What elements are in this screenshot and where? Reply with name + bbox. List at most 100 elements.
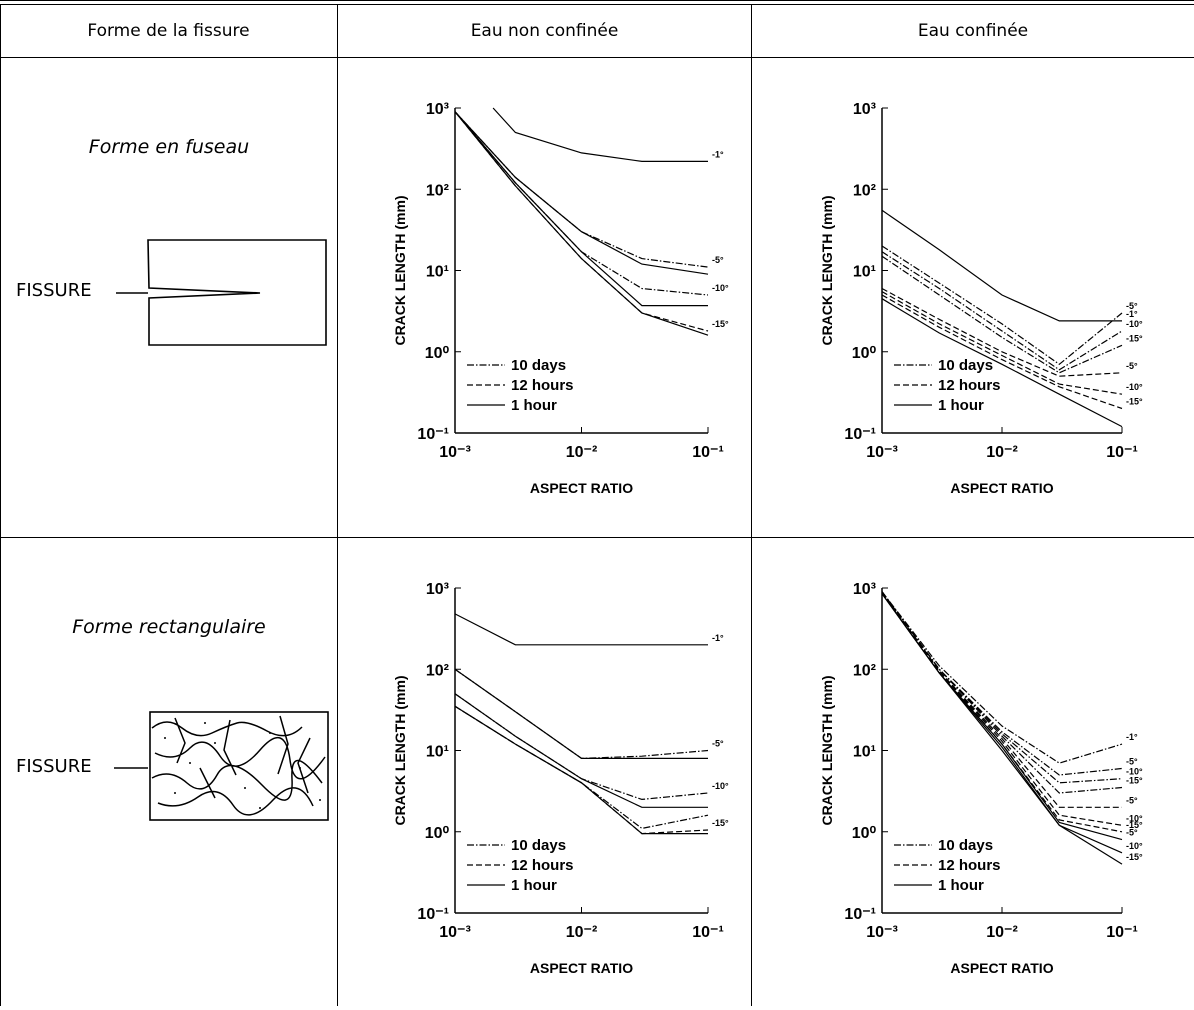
y-tick-label: 10³	[853, 581, 876, 598]
series-line	[881, 255, 1123, 374]
stipple	[164, 722, 321, 809]
y-tick-label: 10⁻¹	[417, 906, 449, 923]
series-line	[881, 591, 1123, 826]
legend-label: 1 hour	[938, 877, 984, 894]
header-text: Eau non confinée	[470, 21, 619, 41]
legend-label: 10 days	[511, 837, 566, 854]
legend-label: 1 hour	[511, 877, 557, 894]
fissure-label: FISSURE	[16, 756, 92, 777]
y-tick-label: 10³	[426, 581, 449, 598]
series-label: -15°	[1126, 333, 1143, 343]
y-tick-label: 10¹	[853, 744, 876, 761]
series-label: -1°	[712, 149, 724, 159]
y-tick-label: 10⁰	[425, 825, 450, 842]
series-line	[454, 111, 709, 332]
x-axis-label: ASPECT RATIO	[530, 960, 633, 976]
header-cell: Eau non confinée	[338, 5, 752, 58]
y-tick-label: 10⁻¹	[844, 426, 876, 443]
rect-drawing	[114, 711, 329, 821]
x-tick-label: 10⁻³	[439, 444, 471, 461]
y-tick-label: 10⁻¹	[844, 906, 876, 923]
spindle-drawing	[116, 239, 327, 346]
series-line	[881, 287, 1123, 377]
legend-label: 10 days	[938, 357, 993, 374]
y-axis-label: CRACK LENGTH (mm)	[392, 675, 408, 825]
series-line	[881, 593, 1123, 854]
series-line	[881, 298, 1123, 428]
top-rule	[0, 0, 1194, 5]
series-label: -10°	[1126, 813, 1143, 823]
series-label: -5°	[1126, 828, 1138, 838]
header-cell: Forme de la fissure	[0, 5, 338, 58]
x-tick-label: 10⁻¹	[692, 444, 724, 461]
y-tick-label: 10²	[853, 662, 876, 679]
y-tick-label: 10¹	[853, 264, 876, 281]
series-label: -5°	[1126, 361, 1138, 371]
series-label: -5°	[1126, 795, 1138, 805]
series-line	[881, 209, 1122, 322]
series-line	[454, 111, 709, 275]
series-line	[454, 111, 709, 336]
series-label: -10°	[1126, 382, 1143, 392]
series-line	[881, 294, 1123, 410]
series-line	[881, 591, 1123, 764]
y-axis-label: CRACK LENGTH (mm)	[392, 195, 408, 345]
chart: 10⁻¹ 10⁰ 10¹ 10² 10³ 10⁻³ 10⁻² 10⁻¹ ASPECT RATIO…	[819, 581, 1143, 976]
fissure-label: FISSURE	[16, 280, 92, 301]
series-line	[881, 593, 1123, 865]
series-label: -1°	[712, 633, 724, 643]
y-axis-label: CRACK LENGTH (mm)	[819, 195, 835, 345]
series-line	[454, 668, 708, 759]
series-line	[454, 111, 708, 307]
series-line	[881, 591, 1122, 808]
y-tick-label: 10³	[853, 101, 876, 118]
chart: 10⁻¹ 10⁰ 10¹ 10² 10³ 10⁻³ 10⁻² 10⁻¹ ASPECT RATIO…	[392, 581, 729, 976]
series-label: -10°	[712, 781, 729, 791]
chart-cell: 10⁻¹ 10⁰ 10¹ 10² 10³ 10⁻³ 10⁻² 10⁻¹ ASPECT RATIO…	[338, 538, 752, 1006]
series-line	[454, 668, 709, 760]
x-tick-label: 10⁻²	[986, 444, 1018, 461]
series-label: -5°	[1126, 757, 1138, 767]
series-line	[454, 705, 709, 830]
y-tick-label: 10⁰	[852, 345, 877, 362]
shape-name: Forme en fuseau	[88, 136, 250, 158]
series-label: -15°	[1126, 852, 1143, 862]
y-tick-label: 10²	[426, 182, 449, 199]
series-line	[454, 705, 708, 835]
y-tick-label: 10¹	[426, 744, 449, 761]
legend-label: 12 hours	[511, 857, 574, 874]
series-label: -10°	[1126, 767, 1143, 777]
series-label: -15°	[712, 818, 729, 828]
series-label: -10°	[1126, 319, 1143, 329]
header-cell: Eau confinée	[752, 5, 1194, 58]
chart-cell: 10⁻¹ 10⁰ 10¹ 10² 10³ 10⁻³ 10⁻² 10⁻¹ ASPECT RATIO…	[752, 58, 1194, 538]
series-label: -5°	[1126, 301, 1138, 311]
y-tick-label: 10⁰	[425, 345, 450, 362]
header-text: Eau confinée	[917, 21, 1029, 41]
legend-label: 12 hours	[938, 377, 1001, 394]
y-tick-label: 10³	[426, 101, 449, 118]
legend-label: 10 days	[938, 837, 993, 854]
series-line	[881, 591, 1123, 833]
series-label: -10°	[1126, 841, 1143, 851]
y-tick-label: 10¹	[426, 264, 449, 281]
shape-name: Forme rectangulaire	[72, 616, 266, 638]
series-label: -10°	[712, 283, 729, 293]
x-axis-label: ASPECT RATIO	[950, 480, 1053, 496]
series-line	[454, 693, 708, 808]
x-tick-label: 10⁻¹	[1106, 924, 1138, 941]
series-line	[881, 251, 1123, 371]
series-label: -5°	[712, 255, 724, 265]
series-label: -5°	[712, 739, 724, 749]
legend-label: 12 hours	[938, 857, 1001, 874]
legend-label: 1 hour	[511, 397, 557, 414]
y-tick-label: 10²	[426, 662, 449, 679]
legend-label: 1 hour	[938, 397, 984, 414]
x-axis-label: ASPECT RATIO	[950, 960, 1053, 976]
y-tick-label: 10⁰	[852, 825, 877, 842]
y-tick-label: 10⁻¹	[417, 426, 449, 443]
series-line	[881, 291, 1123, 395]
x-tick-label: 10⁻¹	[1106, 444, 1138, 461]
series-line	[454, 705, 709, 835]
